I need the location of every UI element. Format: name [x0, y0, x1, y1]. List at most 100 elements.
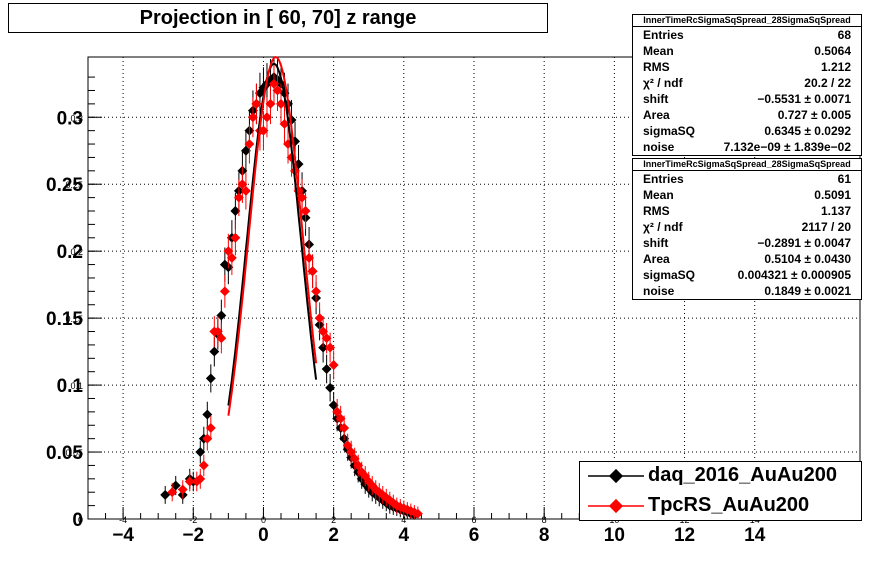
stats-value: 0.5091	[814, 188, 851, 202]
y-tick-label: 0.15	[46, 309, 83, 330]
y-tick-label-small: 0.2	[70, 247, 83, 257]
data-point	[230, 206, 241, 216]
y-tick-label: 0.25	[46, 175, 83, 196]
x-tick-label-small: -4	[119, 515, 127, 525]
y-tick-label: 0.05	[46, 443, 83, 464]
x-tick-label-small: -2	[189, 515, 197, 525]
fit-curve	[227, 55, 318, 416]
stats-row: shift −0.2891 ± 0.0047	[633, 235, 861, 251]
stats-row: shift −0.5531 ± 0.0071	[633, 91, 861, 107]
y-tick-label: 0.2	[57, 242, 83, 263]
data-point	[314, 313, 325, 324]
y-tick-label: 0.1	[57, 376, 84, 397]
data-point	[321, 333, 332, 344]
x-tick-label-small: 6	[471, 515, 476, 525]
data-point	[325, 342, 336, 353]
data-point	[202, 433, 213, 444]
y-tick-label: 0.3	[57, 108, 83, 129]
stats-value: 61	[837, 172, 851, 186]
stats-key: shift	[643, 92, 669, 106]
data-point	[209, 346, 220, 357]
data-point	[223, 246, 234, 257]
stats-value: 68	[837, 28, 851, 42]
stats-value: −0.5531 ± 0.0071	[757, 92, 851, 106]
legend-marker-tpcrs	[588, 498, 644, 514]
data-point	[170, 480, 181, 491]
stats-value: 0.5064	[814, 44, 851, 58]
legend-marker-daq	[588, 468, 644, 484]
stats-key: χ² / ndf	[643, 76, 683, 90]
stats-value: 1.212	[820, 60, 851, 74]
stats-value: 0.1849 ± 0.0021	[764, 284, 851, 298]
x-tick-label: 10	[604, 525, 625, 546]
data-point	[219, 286, 230, 297]
y-tick-label-small: 0.1	[70, 381, 83, 391]
stats-key: Mean	[643, 188, 674, 202]
legend-entry-tpcrs: TpcRS_AuAu200	[580, 492, 861, 520]
data-point	[216, 333, 227, 344]
data-point	[321, 364, 332, 374]
x-tick-label-small: 0	[261, 515, 266, 525]
x-tick-label: 2	[328, 525, 339, 546]
data-point	[304, 252, 315, 263]
y-tick-label-small: 0.15	[65, 314, 83, 324]
stats-row: noise 7.132e−09 ± 1.839e−02	[633, 139, 861, 155]
stats-row: sigmaSQ 0.6345 ± 0.0292	[633, 123, 861, 139]
stats-row: χ² / ndf 20.2 / 22	[633, 75, 861, 91]
x-tick-label: 4	[399, 525, 410, 546]
stats-key: χ² / ndf	[643, 220, 683, 234]
stats-box-daq: InnerTimeRcSigmaSqSpread_28SigmaSqSpread…	[632, 14, 862, 156]
data-point	[226, 252, 237, 263]
legend-label-daq: daq_2016_AuAu200	[648, 464, 837, 486]
fit-curve	[227, 62, 318, 406]
stats-key: shift	[643, 236, 669, 250]
x-tick-label-small: 2	[331, 515, 336, 525]
data-point	[177, 484, 188, 495]
data-point	[346, 447, 357, 457]
data-point	[237, 179, 248, 190]
x-tick-label-small: 8	[542, 515, 547, 525]
y-tick-label-small: 0.25	[65, 180, 83, 190]
stats-value: 20.2 / 22	[804, 76, 851, 90]
data-point	[240, 145, 251, 156]
data-point	[342, 440, 353, 451]
x-tick-label: 6	[469, 525, 480, 546]
stats-row: Entries 68	[633, 27, 861, 43]
y-tick-label: 0	[72, 510, 83, 531]
y-tick-label-small: 0.3	[70, 113, 83, 123]
data-point	[318, 326, 329, 337]
stats-row: RMS 1.137	[633, 203, 861, 219]
data-point	[240, 185, 251, 196]
data-point	[328, 360, 339, 370]
x-tick-label: 8	[539, 525, 550, 546]
data-point	[307, 266, 318, 277]
stats-value: −0.2891 ± 0.0047	[757, 236, 851, 250]
data-point	[335, 413, 346, 424]
stats-value: 1.137	[820, 204, 851, 218]
stats-key: noise	[643, 140, 675, 154]
data-point	[216, 310, 227, 321]
stats-key: Entries	[643, 28, 684, 42]
stats-key: sigmaSQ	[643, 124, 696, 138]
stats-key: Mean	[643, 44, 674, 58]
data-point	[325, 382, 336, 393]
stats-value: 0.727 ± 0.005	[777, 108, 851, 122]
stats-key: RMS	[643, 204, 670, 218]
y-tick-label-small: 0	[78, 515, 83, 525]
data-point	[167, 487, 178, 498]
stats-row: Entries 61	[633, 171, 861, 187]
grid-lines	[88, 57, 860, 520]
stats-row: Mean 0.5064	[633, 43, 861, 59]
data-point	[311, 286, 322, 297]
stats-row: Mean 0.5091	[633, 187, 861, 203]
stats-row: Area 0.5104 ± 0.0430	[633, 251, 861, 267]
stats-header: InnerTimeRcSigmaSqSpread_28SigmaSqSpread	[633, 15, 861, 27]
data-point	[353, 460, 364, 471]
legend-label-tpcrs: TpcRS_AuAu200	[648, 494, 810, 516]
x-tick-label: 14	[744, 525, 766, 546]
data-point	[332, 406, 343, 417]
x-tick-label-small: 4	[401, 515, 406, 525]
stats-key: RMS	[643, 60, 670, 74]
data-point	[198, 460, 209, 471]
data-point	[247, 112, 258, 123]
